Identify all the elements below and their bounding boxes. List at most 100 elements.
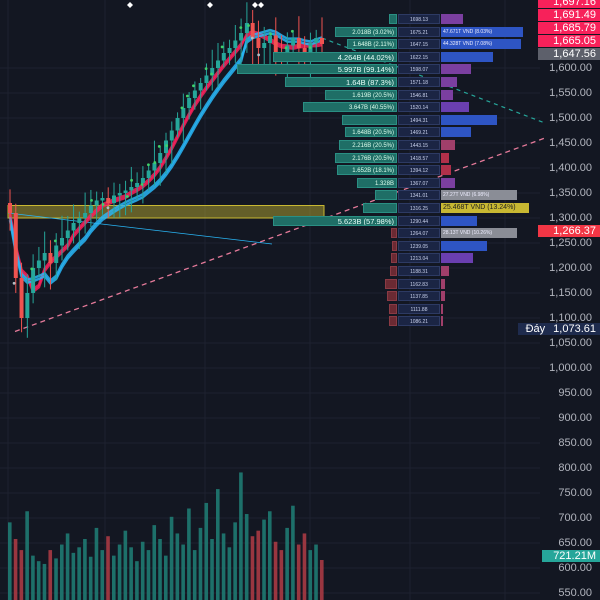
profile-left-bar: 1.648B (2.11%) (347, 39, 397, 50)
profile-row: 1.619B (20.5%) 1546.81 (0, 89, 540, 100)
profile-left-bar: 1.64B (87.3%) (285, 77, 397, 87)
volume-bar (216, 489, 220, 600)
candle-body (152, 163, 157, 171)
profile-price: 1571.18 (398, 77, 440, 87)
profile-left-bar (390, 266, 397, 276)
volume-bar (13, 538, 18, 600)
candle-body (54, 245, 59, 263)
profile-left-bar: 1.619B (20.5%) (325, 89, 397, 100)
profile-right-bar (441, 152, 449, 163)
profile-price: 1418.57 (398, 152, 440, 163)
volume-bar (83, 538, 87, 600)
profile-price: 1443.15 (398, 140, 440, 150)
signal-dot (192, 84, 195, 88)
signal-dot (153, 161, 157, 164)
profile-right-bar (441, 165, 451, 176)
candle-body (302, 48, 307, 56)
candle-body (169, 130, 174, 141)
price-tick-label: 550.00 (558, 587, 592, 599)
signal-dot (284, 46, 288, 50)
profile-right-bar (441, 240, 487, 251)
price-tag-value: 1,266.37 (553, 224, 596, 237)
price-tag: 1,266.37 (538, 224, 600, 237)
signal-dot (101, 202, 105, 206)
volume-bar (268, 511, 272, 600)
profile-right-bar (441, 140, 455, 150)
profile-price: 1316.25 (398, 203, 440, 213)
profile-price: 1622.15 (398, 51, 440, 62)
candle-body (146, 170, 151, 178)
profile-left-bar (375, 190, 397, 201)
profile-price: 1367.07 (398, 177, 440, 188)
volume-bar (48, 550, 53, 600)
top-markers (127, 2, 264, 8)
profile-row: 1494.31 (0, 114, 540, 125)
profile-price: 1264.07 (398, 228, 440, 239)
signal-dot (53, 239, 57, 243)
price-tick-label: 1,150.00 (549, 287, 592, 299)
profile-price: 1213.04 (398, 253, 440, 264)
volume-bar (25, 511, 29, 600)
price-tick-label: 1,100.00 (549, 312, 592, 324)
profile-row: 2.176B (20.5%) 1418.57 (0, 152, 540, 163)
volume-bar (227, 547, 232, 600)
profile-left-bar (385, 278, 397, 289)
profile-left-bar: 3.647B (40.55%) (303, 102, 397, 113)
candle-body (181, 108, 186, 118)
profile-right-bar (441, 278, 445, 289)
candle-body (285, 45, 290, 58)
volume-bar (100, 550, 105, 600)
profile-right-bar (441, 215, 477, 226)
candle-body (65, 230, 70, 238)
price-tick-label: 1,050.00 (549, 337, 592, 349)
volume-bar (239, 472, 243, 600)
candle-body (13, 213, 18, 278)
candle-body (320, 38, 324, 44)
candle-body (198, 83, 203, 91)
profile-price: 1520.14 (398, 102, 440, 113)
candle-body (106, 198, 111, 203)
volume-bar (158, 538, 162, 600)
signal-dot (220, 45, 224, 49)
diamond-marker (207, 2, 213, 8)
profile-left-bar (363, 203, 397, 213)
profile-row: 1162.83 (0, 278, 540, 289)
profile-price: 1494.31 (398, 114, 440, 125)
price-tick-label: 1,350.00 (549, 187, 592, 199)
signal-dot (250, 36, 254, 40)
volume-bar (273, 541, 278, 600)
signal-dot (308, 46, 312, 50)
volume-bar (65, 533, 70, 600)
price-tag: 1,665.05 (538, 35, 600, 47)
price-tag: 1,647.56 (538, 48, 600, 60)
profile-left-bar: 1.328B (357, 177, 397, 188)
candle-body (123, 190, 128, 193)
candle-body (216, 60, 220, 68)
profile-right-bar (441, 127, 471, 138)
profile-left-bar: 2.176B (20.5%) (335, 152, 397, 163)
volume-bar (291, 505, 295, 600)
profile-right-bar (441, 114, 497, 125)
profile-right-bar (441, 77, 457, 87)
profile-row: 1.648B (20.5%) 1469.21 (0, 127, 540, 138)
price-tick-label: 1,550.00 (549, 87, 592, 99)
price-tick-label: 1,300.00 (549, 212, 592, 224)
candle-body (117, 193, 122, 196)
price-tick-label: 1,450.00 (549, 137, 592, 149)
signal-dot (269, 32, 273, 36)
volume-bar (320, 560, 324, 600)
price-tag-value: 1,697.16 (553, 0, 596, 8)
volume-bar (88, 556, 93, 600)
candle-body (8, 203, 12, 213)
volume-bar (244, 514, 249, 600)
profile-row: 1341.01 27.27T VND (6.98%) (0, 190, 540, 201)
profile-right-bar: 28.13T VND (10.26%) (441, 228, 517, 239)
price-tag-value: 1,691.49 (553, 9, 596, 21)
profile-price: 1598.07 (398, 64, 440, 75)
profile-right-bar: 44.328T VND (7.08%) (441, 39, 521, 50)
profile-price: 1546.81 (398, 89, 440, 100)
profile-left-bar (389, 303, 397, 314)
volume-bar (250, 536, 255, 600)
volume-bar (31, 555, 35, 600)
